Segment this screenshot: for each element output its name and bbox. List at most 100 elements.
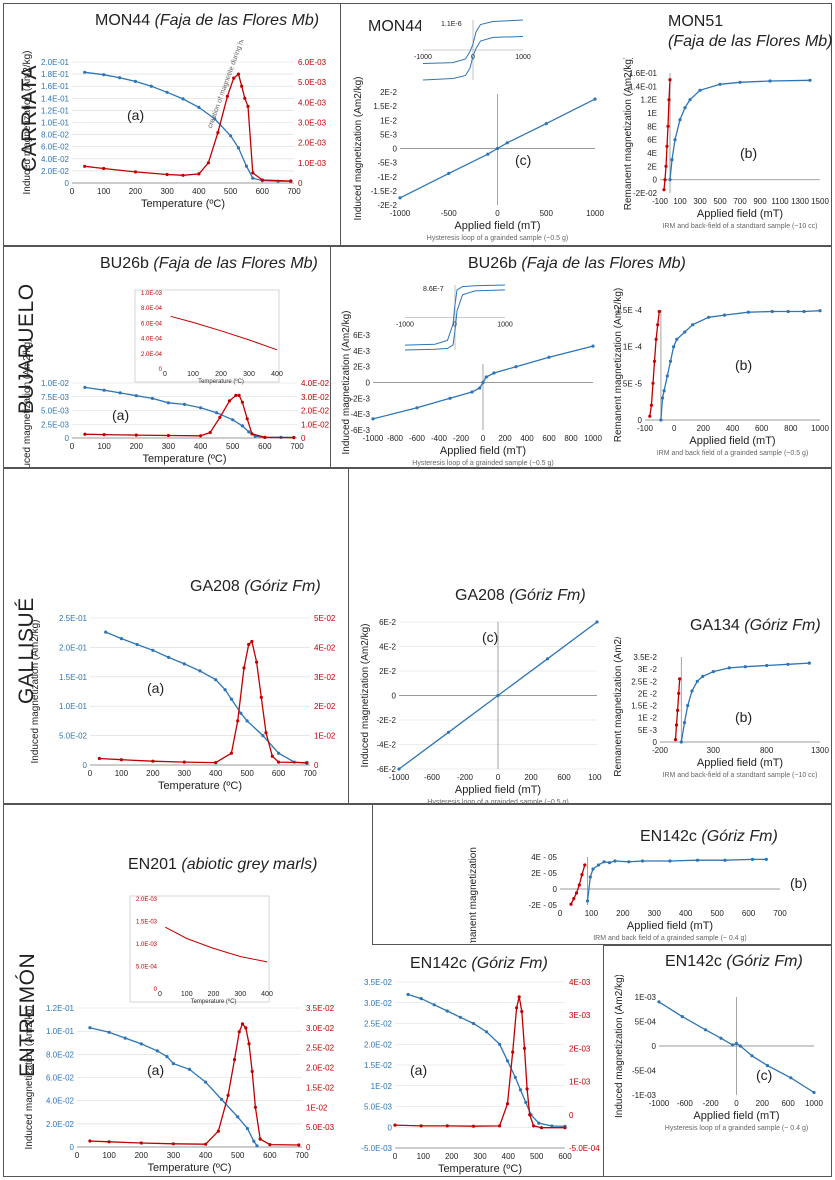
data-point [197, 172, 201, 176]
data-point [654, 337, 658, 341]
y-tick-label: 5E-04 [635, 1018, 657, 1027]
y2-tick-label: 2E-02 [314, 702, 336, 711]
x-tick-label: 400 [199, 1151, 213, 1160]
data-point [247, 430, 251, 434]
data-point [722, 313, 727, 317]
panel-label: (c) [482, 629, 498, 645]
data-point [277, 760, 281, 764]
data-point [260, 178, 264, 182]
data-point [166, 401, 170, 405]
sample-name: EN201 [128, 856, 177, 873]
y-tick-label: 2E-3 [353, 363, 370, 372]
data-point [236, 719, 240, 723]
data-point [270, 754, 274, 758]
data-point [244, 1026, 248, 1030]
x-tick-label: 500 [224, 187, 238, 196]
x-axis-title: Temperature (ºC) [158, 780, 242, 792]
y-axis-title: Remanent magnetization (Am2/kg) [613, 637, 624, 777]
y2-tick-label: 2E-03 [569, 1044, 591, 1053]
x-tick-label: 0 [481, 434, 486, 443]
chart-ga208-hysteresis: -1000 -600 -200 0 200 600 1000 -6E-2 -4E-2 -2E-2 0… [360, 618, 602, 803]
caption-note: Hysteresis loop of a grainded sample (~0… [427, 799, 568, 803]
series-line-heating [89, 1027, 258, 1147]
y-tick-label: 8.0E-02 [41, 131, 70, 140]
x-tick-label: 300 [167, 1151, 181, 1160]
data-point [240, 84, 244, 88]
data-point [677, 691, 681, 695]
data-point [218, 415, 222, 419]
chart-ga134-irm: -200 300 800 1300 0 5E -3 1E -2 1.5E -2 2E -2 2.5… [613, 637, 829, 779]
data-point [678, 118, 682, 122]
y-tick-label: 1.2E-01 [41, 106, 70, 115]
chart-bu26b-thermomagnetic: 0 100 200 300 400 500 600 70002.5E-035.0E-037.5… [22, 289, 330, 467]
data-point [666, 124, 670, 128]
data-point [723, 858, 727, 862]
data-point [250, 1069, 254, 1074]
data-point [665, 374, 669, 378]
x-tick-label: 400 [726, 424, 740, 433]
chart-mon44-thermomagnetic: 0 100 200 300 400 500 600 70002.0E-024.0E-026.0… [22, 40, 327, 210]
series-line-heating [105, 631, 307, 764]
title-mon44-c: MON44 [368, 18, 423, 36]
data-point [683, 106, 687, 110]
inset-value-label: 8.6E-7 [423, 286, 444, 293]
y-tick-label: -2E - 05 [529, 901, 558, 910]
y-tick-label: 2.5E-02 [364, 1020, 393, 1029]
data-point [182, 402, 187, 406]
inset-y-tick-label: 1.0E-03 [141, 291, 163, 297]
x-tick-label: 400 [502, 1152, 516, 1161]
formation-name: (Góriz Fm) [471, 955, 548, 972]
data-point [199, 406, 203, 410]
data-point [663, 178, 667, 182]
data-point [627, 860, 631, 864]
y2-tick-label: 3.0E-03 [298, 119, 327, 128]
x-tick-label: -200 [703, 1099, 720, 1108]
inset-loop-line [404, 289, 506, 351]
data-point [220, 1097, 224, 1102]
data-point [213, 117, 217, 121]
y-tick-label: 0 [388, 1123, 393, 1132]
data-point [703, 1028, 708, 1032]
x-tick-label: 100 [97, 442, 111, 451]
x-tick-label: 400 [209, 769, 223, 778]
data-point [701, 674, 705, 678]
y-tick-label: 4.0E-02 [46, 1097, 75, 1106]
y-axis-title: Induced magnetization (Am2/kg) [22, 51, 33, 195]
x-tick-label: 0 [75, 1151, 80, 1160]
panel-label: (a) [147, 1062, 164, 1078]
inset-y-tick-label: 6.0E-04 [141, 321, 163, 327]
data-point [245, 719, 249, 723]
data-point [214, 761, 218, 765]
x-tick-label: -100 [652, 197, 669, 206]
data-point [83, 385, 87, 389]
caption-note: Hysteresis loop of a grainded sample (~ … [665, 1125, 808, 1132]
title-bu26b-a: BU26b (Faja de las Flores Mb) [100, 255, 318, 273]
x-axis-title: Applied field (mT) [697, 757, 783, 769]
data-point [808, 78, 812, 82]
x-tick-label: -100 [637, 424, 654, 433]
x-tick-label: 400 [679, 909, 693, 918]
data-point [498, 1042, 502, 1046]
y-tick-label: 2.0E-02 [41, 167, 70, 176]
data-point [569, 902, 573, 906]
inset-x-tick-label: 0 [163, 371, 167, 378]
data-point [659, 418, 663, 422]
series-line-cooling [99, 640, 307, 764]
x-axis-title: Applied field (mT) [440, 445, 526, 457]
sample-name: BU26b [468, 255, 517, 272]
data-point [255, 1144, 259, 1148]
data-point [545, 657, 550, 661]
y-tick-label: 3.0E-02 [364, 999, 393, 1008]
data-point [660, 396, 665, 400]
panel-label: (c) [515, 152, 531, 168]
data-point [518, 1088, 523, 1092]
inset-y-tick-label: 8.0E-04 [141, 306, 163, 312]
data-point [134, 394, 138, 398]
y2-tick-label: 1.0E-02 [301, 420, 330, 429]
data-point [83, 164, 87, 168]
y-tick-label: 1E-02 [371, 1082, 393, 1091]
y-tick-label: 1.5E-01 [59, 673, 88, 682]
data-point [289, 179, 293, 183]
series-line-IRM [660, 310, 821, 421]
y-tick-label: 1.5E -4 [616, 306, 642, 315]
